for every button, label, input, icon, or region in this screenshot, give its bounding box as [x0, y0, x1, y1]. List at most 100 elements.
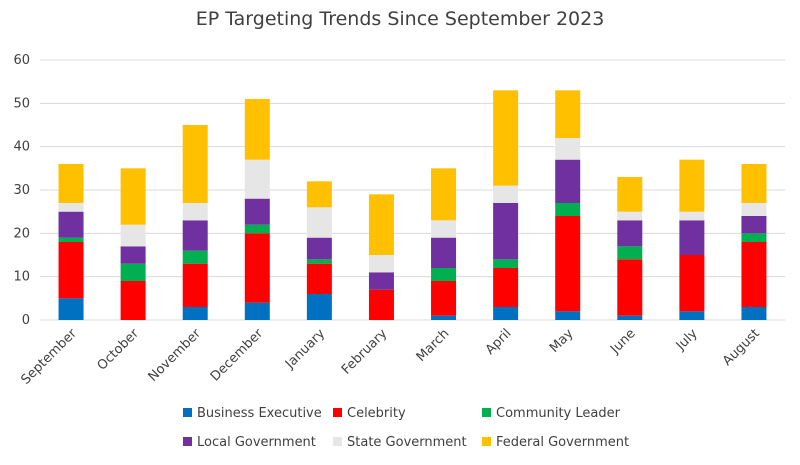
- bar-community-leader: [741, 233, 767, 242]
- legend-label: State Government: [347, 435, 467, 450]
- x-tick-label: June: [607, 326, 638, 357]
- bar-local-government: [431, 237, 457, 268]
- x-tick-label: August: [720, 326, 763, 369]
- bar-state-government: [555, 138, 581, 160]
- bar-celebrity: [244, 233, 270, 303]
- x-tick-label: September: [18, 326, 80, 388]
- bar-community-leader: [182, 250, 208, 264]
- bar-celebrity: [679, 255, 705, 312]
- bar-community-leader: [431, 268, 457, 281]
- bar-community-leader: [58, 237, 84, 242]
- bar-local-government: [58, 211, 84, 238]
- bar-local-government: [182, 220, 208, 251]
- bar-celebrity: [58, 242, 84, 299]
- bar-federal-government: [555, 90, 581, 138]
- bar-business-executive: [617, 315, 643, 320]
- bar-celebrity: [368, 289, 394, 320]
- bar-business-executive: [306, 294, 332, 320]
- x-tick-label: March: [414, 326, 453, 365]
- bar-celebrity: [741, 242, 767, 307]
- x-tick-label: October: [95, 326, 143, 374]
- bar-local-government: [741, 216, 767, 234]
- y-tick-label: 30: [13, 183, 30, 198]
- x-tick-label: December: [208, 326, 267, 385]
- bar-federal-government: [120, 168, 146, 225]
- bar-federal-government: [679, 159, 705, 212]
- bar-business-executive: [182, 307, 208, 320]
- bar-federal-government: [617, 177, 643, 212]
- bar-celebrity: [617, 259, 643, 316]
- bar-state-government: [679, 211, 705, 221]
- bar-business-executive: [555, 311, 581, 320]
- x-tick-label: April: [483, 326, 515, 358]
- legend-label: Business Executive: [197, 406, 322, 421]
- y-tick-label: 50: [13, 96, 30, 111]
- y-tick-label: 10: [13, 270, 30, 285]
- x-tick-label: May: [547, 326, 577, 356]
- bar-state-government: [120, 224, 146, 247]
- bar-community-leader: [617, 246, 643, 260]
- bar-celebrity: [306, 263, 332, 294]
- bar-state-government: [493, 185, 519, 203]
- bar-federal-government: [431, 168, 457, 221]
- legend-label: Community Leader: [496, 406, 621, 421]
- bar-state-government: [741, 203, 767, 216]
- bar-federal-government: [368, 194, 394, 255]
- bar-business-executive: [244, 302, 270, 320]
- x-tick-label: February: [339, 326, 391, 378]
- x-tick-label: July: [673, 326, 701, 354]
- legend-label: Local Government: [197, 435, 316, 450]
- bar-state-government: [244, 159, 270, 199]
- legend-label: Celebrity: [347, 406, 406, 421]
- bar-state-government: [617, 211, 643, 221]
- bar-business-executive: [679, 311, 705, 320]
- bar-celebrity: [493, 268, 519, 307]
- bar-local-government: [306, 237, 332, 260]
- bar-community-leader: [306, 259, 332, 264]
- chart-title: EP Targeting Trends Since September 2023: [195, 8, 605, 30]
- x-tick-label: November: [146, 326, 205, 385]
- bar-business-executive: [741, 307, 767, 320]
- bar-federal-government: [306, 181, 332, 208]
- bar-local-government: [493, 203, 519, 260]
- bar-celebrity: [555, 216, 581, 312]
- bar-federal-government: [493, 90, 519, 186]
- bar-federal-government: [182, 125, 208, 203]
- legend-label: Federal Government: [496, 435, 629, 450]
- bar-local-government: [120, 246, 146, 264]
- bar-state-government: [182, 203, 208, 221]
- bar-celebrity: [120, 281, 146, 320]
- bar-local-government: [555, 159, 581, 203]
- bar-state-government: [58, 203, 84, 212]
- bar-business-executive: [431, 315, 457, 320]
- bar-local-government: [244, 198, 270, 225]
- legend-swatch: [183, 437, 192, 446]
- bar-business-executive: [493, 307, 519, 320]
- y-tick-label: 0: [22, 313, 30, 328]
- bar-community-leader: [555, 203, 581, 216]
- bar-community-leader: [244, 224, 270, 234]
- legend-swatch: [482, 437, 491, 446]
- bar-community-leader: [120, 263, 146, 281]
- bar-federal-government: [741, 164, 767, 203]
- bar-celebrity: [182, 263, 208, 307]
- bar-state-government: [368, 255, 394, 273]
- bar-business-executive: [58, 298, 84, 320]
- legend-swatch: [333, 437, 342, 446]
- y-tick-label: 60: [13, 53, 30, 68]
- bar-state-government: [306, 207, 332, 238]
- legend-swatch: [333, 408, 342, 417]
- bar-celebrity: [431, 281, 457, 316]
- legend-swatch: [183, 408, 192, 417]
- bar-local-government: [368, 272, 394, 290]
- bar-federal-government: [244, 99, 270, 160]
- bar-federal-government: [58, 164, 84, 203]
- bar-community-leader: [493, 259, 519, 268]
- legend-swatch: [482, 408, 491, 417]
- y-tick-label: 40: [13, 140, 30, 155]
- x-tick-label: January: [282, 326, 328, 372]
- bar-state-government: [431, 220, 457, 238]
- y-tick-label: 20: [13, 226, 30, 241]
